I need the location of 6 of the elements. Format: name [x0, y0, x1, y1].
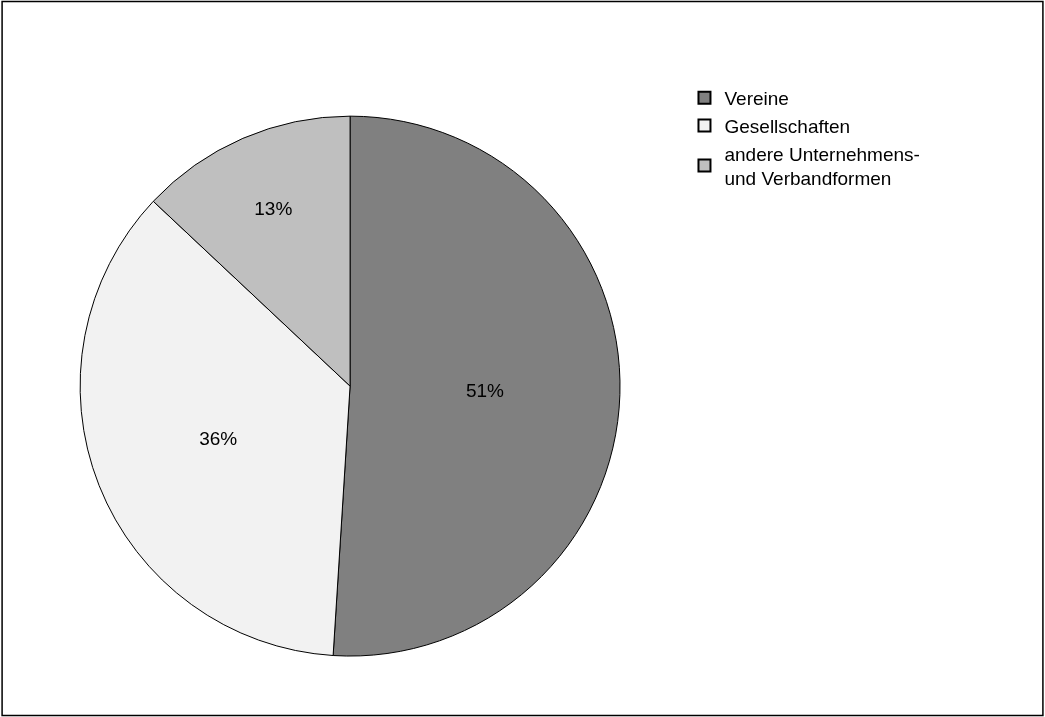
legend-label: andere Unternehmens- und Verbandformen: [724, 143, 920, 190]
data-label: 36%: [199, 427, 238, 449]
legend-label: Gesellschaften: [724, 115, 851, 137]
data-label: 13%: [254, 198, 293, 220]
data-label: 51%: [465, 379, 505, 401]
legend-label: Vereine: [724, 88, 789, 110]
